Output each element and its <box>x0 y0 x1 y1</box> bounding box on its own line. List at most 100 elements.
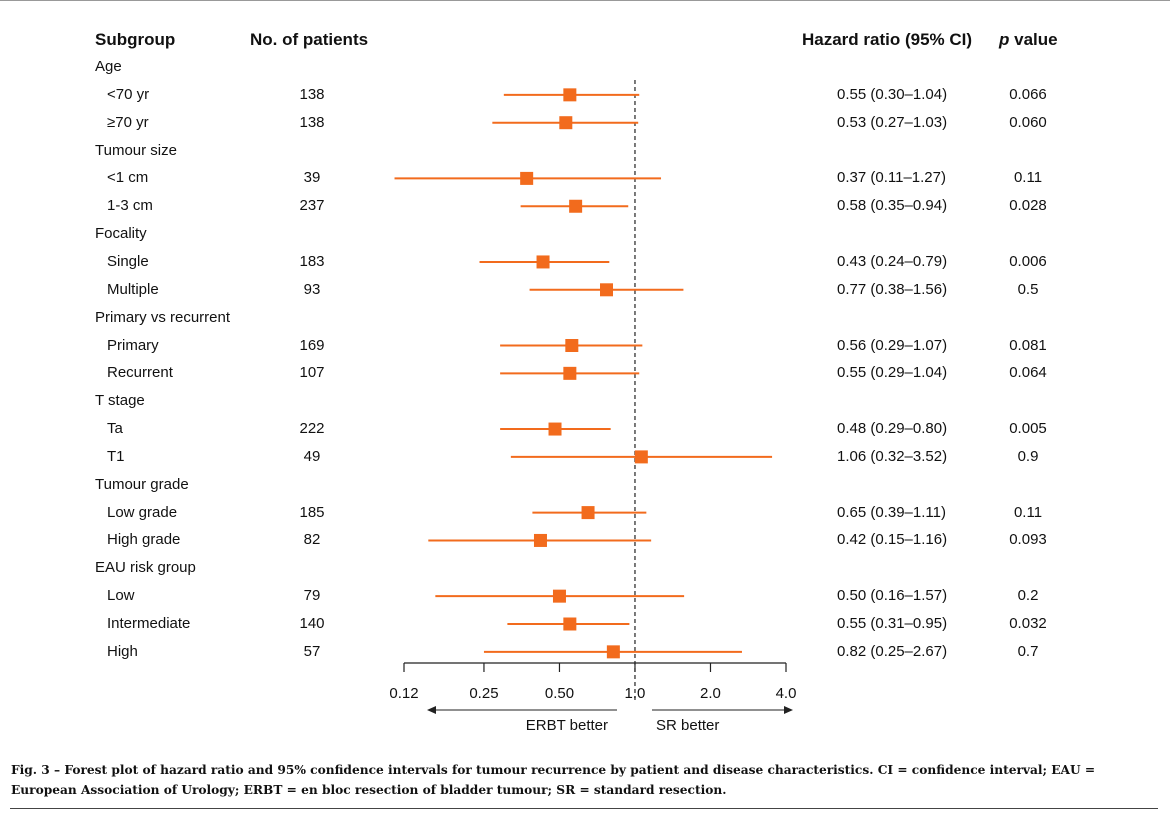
subgroup-label: Intermediate <box>107 615 191 632</box>
subgroup-label: Low grade <box>107 503 178 521</box>
x-tick-label: 0.12 <box>389 685 418 702</box>
hazard-ratio-text: 0.65 (0.39–1.11) <box>837 503 946 521</box>
hazard-ratio-text: 0.50 (0.16–1.57) <box>837 587 948 605</box>
header-patients: No. of patients <box>250 30 369 49</box>
group-label: Age <box>95 58 122 75</box>
hr-marker <box>548 422 562 436</box>
group-label: T stage <box>95 392 145 410</box>
top-rule <box>0 0 1170 1</box>
hr-marker <box>565 339 579 352</box>
hr-marker <box>581 506 595 520</box>
group-label: Tumour size <box>95 141 177 159</box>
p-value: 0.11 <box>1013 503 1043 521</box>
header-subgroup: Subgroup <box>95 30 176 49</box>
subgroup-label: 1-3 cm <box>107 197 153 215</box>
hazard-ratio-text: 0.55 (0.30–1.04) <box>837 85 948 103</box>
hr-marker <box>563 88 577 102</box>
patients-count: 82 <box>303 531 321 549</box>
hazard-ratio-text: 0.77 (0.38–1.56) <box>837 280 948 298</box>
patients-count: 79 <box>303 587 321 605</box>
patients-count: 237 <box>299 197 325 215</box>
patients-count: 185 <box>299 503 325 521</box>
x-tick-label: 4.0 <box>776 685 797 702</box>
hr-marker <box>552 589 566 603</box>
patients-count: 169 <box>299 336 325 354</box>
p-value: 0.093 <box>1009 531 1047 549</box>
hazard-ratio-text: 0.53 (0.27–1.03) <box>837 113 948 131</box>
subgroup-label: Primary <box>107 336 159 354</box>
patients-count: 140 <box>299 615 325 632</box>
bottom-rule <box>10 808 1158 809</box>
p-value: 0.064 <box>1009 364 1047 382</box>
p-value: 0.11 <box>1013 169 1043 187</box>
patients-count: 222 <box>299 420 325 438</box>
patients-count: 138 <box>299 113 325 131</box>
subgroup-label: High grade <box>107 531 181 549</box>
header-p-suffix: value <box>1009 30 1058 49</box>
group-label: EAU risk group <box>95 559 196 577</box>
hr-marker <box>600 283 614 297</box>
x-tick-label: 0.25 <box>469 685 498 702</box>
x-tick-label: 2.0 <box>700 685 721 702</box>
hr-marker <box>536 255 550 269</box>
hazard-ratio-text: 0.55 (0.29–1.04) <box>837 364 948 382</box>
header-p-value: p value <box>999 30 1058 50</box>
p-value: 0.005 <box>1009 420 1047 438</box>
group-label: Tumour grade <box>95 475 189 493</box>
p-value: 0.7 <box>1017 642 1039 660</box>
subgroup-label: High <box>107 642 138 660</box>
hazard-ratio-text: 0.56 (0.29–1.07) <box>837 336 948 354</box>
hazard-ratio-text: 0.55 (0.31–0.95) <box>837 615 948 632</box>
patients-count: 49 <box>303 447 321 465</box>
direction-right-label: SR better <box>656 717 719 734</box>
group-label: Focality <box>95 225 147 243</box>
p-value: 0.032 <box>1009 615 1047 632</box>
subgroup-label: Low <box>107 587 135 605</box>
hazard-ratio-text: 0.58 (0.35–0.94) <box>837 197 948 215</box>
header-hazard-ratio: Hazard ratio (95% CI) <box>802 30 973 49</box>
hazard-ratio-text: 0.37 (0.11–1.27) <box>837 169 946 187</box>
p-value: 0.5 <box>1017 280 1039 298</box>
p-value: 0.081 <box>1009 336 1047 354</box>
header-p-italic: p <box>999 30 1010 49</box>
left-arrow-head <box>427 706 436 714</box>
hazard-ratio-text: 1.06 (0.32–3.52) <box>837 447 948 465</box>
subgroup-label: T1 <box>107 447 125 465</box>
hr-marker <box>563 617 577 631</box>
subgroup-label: Recurrent <box>107 364 173 382</box>
subgroup-label: ≥70 yr <box>107 113 149 131</box>
patients-count: 39 <box>303 169 321 187</box>
x-tick-label: 0.50 <box>545 685 574 702</box>
patients-count: 57 <box>303 642 321 660</box>
p-value: 0.066 <box>1009 85 1047 103</box>
direction-left-label: ERBT better <box>526 717 608 734</box>
patients-count: 107 <box>299 364 325 382</box>
x-tick-label: 1.0 <box>625 685 646 702</box>
forest-plot-svg: 0.12 0.25 0.50 1.0 2.0 4.0 ERBT better SR bette… <box>389 80 797 734</box>
hr-marker <box>533 533 547 547</box>
subgroup-label: Ta <box>107 420 123 438</box>
hr-marker <box>520 171 534 185</box>
patients-count: 138 <box>299 85 325 103</box>
hr-marker <box>559 116 573 130</box>
hazard-ratio-text: 0.42 (0.15–1.16) <box>837 531 948 549</box>
hazard-ratio-text: 0.48 (0.29–0.80) <box>837 420 948 438</box>
p-value: 0.060 <box>1009 113 1047 131</box>
p-value: 0.028 <box>1009 197 1047 215</box>
p-value: 0.2 <box>1017 587 1039 605</box>
hr-marker <box>606 645 620 659</box>
p-value: 0.9 <box>1017 447 1039 465</box>
hr-marker <box>563 366 577 380</box>
subgroup-label: <1 cm <box>107 169 149 187</box>
hr-marker <box>634 450 648 464</box>
figure-caption: Fig. 3 – Forest plot of hazard ratio and… <box>11 763 1096 797</box>
p-value: 0.006 <box>1009 252 1047 270</box>
subgroup-label: Single <box>107 252 149 270</box>
subgroup-label: <70 yr <box>107 85 150 103</box>
subgroup-label: Multiple <box>107 280 159 298</box>
hr-marker <box>569 199 583 213</box>
hazard-ratio-text: 0.82 (0.25–2.67) <box>837 642 948 660</box>
right-arrow-head <box>784 706 793 714</box>
group-label: Primary vs recurrent <box>95 308 231 326</box>
